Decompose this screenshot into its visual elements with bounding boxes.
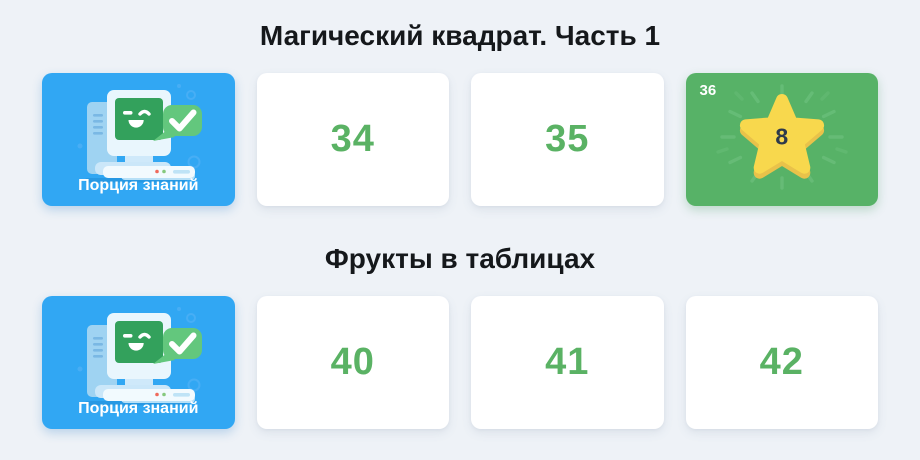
task-number: 40 (330, 341, 375, 383)
computer-icon (77, 307, 203, 406)
task-card[interactable]: 40 (256, 296, 449, 429)
task-card[interactable]: 41 (471, 296, 664, 429)
star-count: 8 (775, 123, 789, 150)
course-section: Фрукты в таблицах (0, 244, 920, 429)
section-title: Фрукты в таблицах (324, 243, 596, 274)
task-number: 34 (330, 118, 375, 160)
wink-face-icon (123, 332, 151, 351)
bubble-decor (77, 307, 201, 392)
check-icon (153, 105, 203, 141)
knowledge-card-label: Порция знаний (78, 400, 199, 417)
knowledge-card[interactable]: Порция знаний (42, 296, 235, 429)
task-number: 35 (545, 118, 590, 160)
course-section: Магический квадрат. Часть 1 (0, 21, 920, 206)
task-number: 36 (699, 82, 717, 99)
task-card[interactable]: 34 (256, 73, 449, 206)
task-card[interactable]: 42 (685, 296, 878, 429)
computer-icon (77, 84, 203, 183)
card-row: Порция знаний 34 35 36 (0, 73, 920, 206)
bubble-decor (77, 84, 201, 169)
star-icon (716, 83, 848, 190)
completed-task-card[interactable]: 36 (685, 73, 878, 206)
check-icon (153, 328, 203, 364)
wink-face-icon (123, 109, 151, 128)
task-number: 41 (545, 341, 590, 383)
knowledge-card-label: Порция знаний (78, 177, 199, 194)
task-card[interactable]: 35 (471, 73, 664, 206)
knowledge-card[interactable]: Порция знаний (42, 73, 235, 206)
card-row: Порция знаний 40 41 42 (0, 296, 920, 429)
task-number: 42 (759, 341, 804, 383)
section-title: Магический квадрат. Часть 1 (259, 20, 661, 51)
